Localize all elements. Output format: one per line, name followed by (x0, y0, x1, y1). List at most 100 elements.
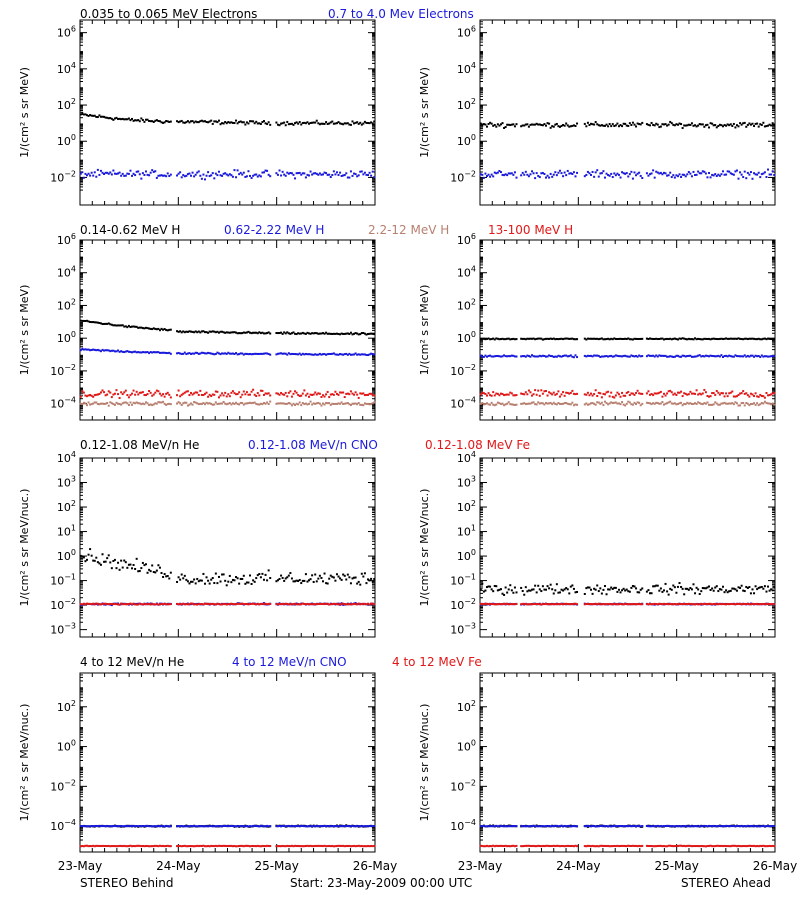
data-point (243, 172, 245, 174)
data-point (356, 394, 358, 396)
data-point (133, 564, 135, 566)
data-point (703, 389, 705, 391)
data-point (714, 124, 716, 126)
data-point (206, 576, 208, 578)
data-point (120, 560, 122, 562)
data-point (344, 575, 346, 577)
data-point (570, 392, 572, 394)
data-point (147, 393, 149, 395)
data-point (324, 396, 326, 398)
data-point (148, 390, 150, 392)
data-point (665, 583, 667, 585)
y-axis-label: 1/(cm² s sr MeV) (18, 67, 31, 158)
y-tick-label: 10−1 (50, 573, 76, 588)
data-point (187, 580, 189, 582)
data-point (325, 121, 327, 123)
data-point (537, 585, 539, 587)
data-point (150, 392, 152, 394)
data-point (585, 394, 587, 396)
data-point (199, 175, 201, 177)
data-point (660, 126, 662, 128)
data-point (286, 121, 288, 123)
data-point (716, 585, 718, 587)
data-point (587, 392, 589, 394)
data-point (285, 175, 287, 177)
data-point (495, 585, 497, 587)
data-point (336, 171, 338, 173)
data-point (247, 582, 249, 584)
data-point (751, 588, 753, 590)
data-point (148, 174, 150, 176)
data-point (86, 404, 88, 406)
data-point (515, 591, 517, 593)
data-point (334, 391, 336, 393)
data-point (223, 401, 225, 403)
y-tick-label: 103 (457, 475, 476, 490)
series-1-points (480, 121, 775, 129)
data-point (266, 170, 268, 172)
data-point (305, 573, 307, 575)
data-point (157, 390, 159, 392)
data-point (114, 404, 116, 406)
data-point (691, 122, 693, 124)
data-point (595, 171, 597, 173)
data-point (657, 585, 659, 587)
data-point (641, 177, 643, 179)
data-point (601, 593, 603, 595)
data-point (635, 392, 637, 394)
data-point (142, 562, 144, 564)
data-point (506, 174, 508, 176)
data-point (506, 592, 508, 594)
data-point (167, 575, 169, 577)
data-point (325, 393, 327, 395)
data-point (162, 393, 164, 395)
data-point (765, 176, 767, 178)
data-point (551, 393, 553, 395)
data-point (741, 585, 743, 587)
data-point (646, 392, 648, 394)
data-point (542, 585, 544, 587)
data-point (170, 572, 172, 574)
data-point (246, 175, 248, 177)
data-point (671, 122, 673, 124)
data-point (484, 173, 486, 175)
data-point (596, 584, 598, 586)
data-point (573, 588, 575, 590)
data-point (299, 121, 301, 123)
data-point (331, 121, 333, 123)
data-point (328, 396, 330, 398)
data-point (218, 171, 220, 173)
data-point (269, 354, 271, 356)
data-point (275, 122, 277, 124)
data-point (620, 396, 622, 398)
data-point (722, 392, 724, 394)
data-point (351, 120, 353, 122)
data-point (699, 593, 701, 595)
data-point (108, 554, 110, 556)
data-point (602, 404, 604, 406)
series-1-points (480, 582, 775, 596)
data-point (249, 574, 251, 576)
data-point (263, 579, 265, 581)
y-tick-label: 102 (57, 297, 76, 312)
data-point (140, 178, 142, 180)
data-point (576, 393, 578, 395)
data-point (224, 580, 226, 582)
data-point (753, 402, 755, 404)
data-point (373, 402, 375, 404)
data-point (303, 580, 305, 582)
data-point (91, 172, 93, 174)
data-point (350, 170, 352, 172)
data-point (119, 397, 121, 399)
data-point (198, 170, 200, 172)
data-point (568, 592, 570, 594)
data-point (207, 171, 209, 173)
data-point (734, 126, 736, 128)
data-point (654, 177, 656, 179)
data-point (539, 395, 541, 397)
data-point (232, 390, 234, 392)
data-point (150, 172, 152, 174)
data-point (674, 586, 676, 588)
data-point (576, 123, 578, 125)
plot-frame (80, 458, 375, 637)
